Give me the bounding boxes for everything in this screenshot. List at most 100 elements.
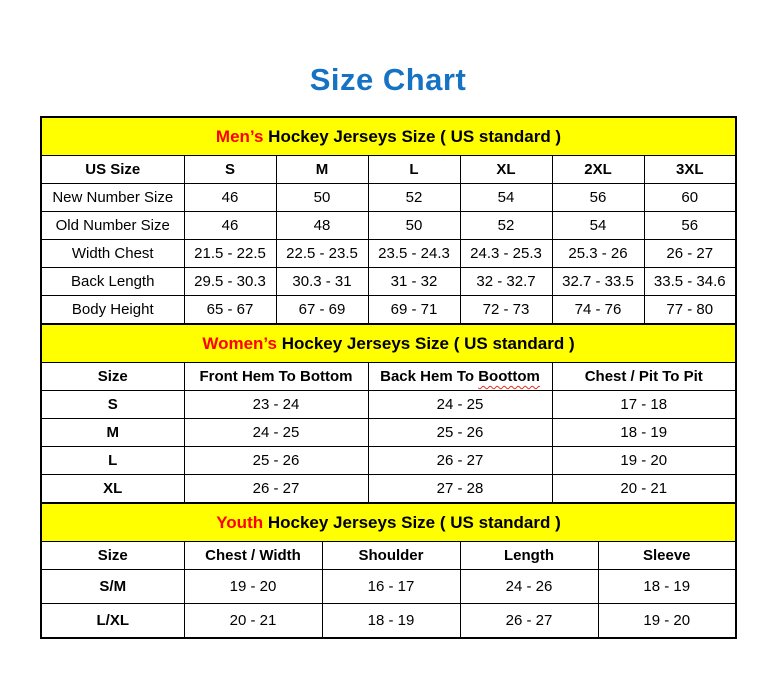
size-value: 19 - 20: [597, 603, 737, 639]
section-audience-label: Women’s: [202, 333, 277, 353]
womens-size-table: Women’s Hockey Jerseys Size ( US standar…: [40, 323, 737, 504]
table-row: XL 26 - 27 27 - 28 20 - 21: [40, 474, 737, 504]
column-header: US Size: [40, 155, 185, 184]
size-value: 65 - 67: [183, 295, 277, 325]
size-value: 67 - 69: [275, 295, 369, 325]
table-row: S/M 19 - 20 16 - 17 24 - 26 18 - 19: [40, 569, 737, 604]
size-value: 25 - 26: [367, 418, 553, 447]
size-value: 23 - 24: [183, 390, 369, 419]
column-header-row: Size Front Hem To Bottom Back Hem To Boott…: [40, 362, 737, 391]
column-header: Chest / Pit To Pit: [551, 362, 737, 391]
size-value: 20 - 21: [183, 603, 323, 639]
section-banner-row: Women’s Hockey Jerseys Size ( US standar…: [40, 323, 737, 363]
size-value: 46: [183, 211, 277, 240]
size-value: 24 - 25: [183, 418, 369, 447]
section-banner: Youth Hockey Jerseys Size ( US standard …: [40, 502, 737, 542]
row-label: M: [40, 418, 185, 447]
table-row: Width Chest 21.5 - 22.5 22.5 - 23.5 23.5 - …: [40, 239, 737, 268]
column-header: Sleeve: [597, 541, 737, 570]
row-label: Width Chest: [40, 239, 185, 268]
column-header-text: Back Hem To: [380, 368, 479, 385]
section-audience-label: Men’s: [215, 126, 264, 146]
column-header-row: Size Chest / Width Shoulder Length Sleeve: [40, 541, 737, 570]
table-row: S 23 - 24 24 - 25 17 - 18: [40, 390, 737, 419]
row-label: Old Number Size: [40, 211, 185, 240]
youth-size-table: Youth Hockey Jerseys Size ( US standard …: [40, 502, 737, 639]
size-chart-tables: Men’s Hockey Jerseys Size ( US standard …: [40, 116, 737, 639]
table-row: L/XL 20 - 21 18 - 19 26 - 27 19 - 20: [40, 603, 737, 639]
size-value: 29.5 - 30.3: [183, 267, 277, 296]
size-value: 25 - 26: [183, 446, 369, 475]
size-value: 74 - 76: [551, 295, 645, 325]
size-value: 50: [367, 211, 461, 240]
column-header: 2XL: [551, 155, 645, 184]
size-value: 16 - 17: [321, 569, 461, 604]
size-value: 25.3 - 26: [551, 239, 645, 268]
column-header: XL: [459, 155, 553, 184]
size-value: 21.5 - 22.5: [183, 239, 277, 268]
size-value: 52: [459, 211, 553, 240]
column-header: L: [367, 155, 461, 184]
row-label: Back Length: [40, 267, 185, 296]
size-value: 19 - 20: [551, 446, 737, 475]
size-value: 23.5 - 24.3: [367, 239, 461, 268]
column-header: M: [275, 155, 369, 184]
section-audience-label: Youth: [216, 512, 264, 532]
size-value: 33.5 - 34.6: [643, 267, 737, 296]
size-value: 32 - 32.7: [459, 267, 553, 296]
size-value: 54: [551, 211, 645, 240]
column-header: 3XL: [643, 155, 737, 184]
size-value: 32.7 - 33.5: [551, 267, 645, 296]
section-banner-row: Youth Hockey Jerseys Size ( US standard …: [40, 502, 737, 542]
size-value: 31 - 32: [367, 267, 461, 296]
size-value: 26 - 27: [367, 446, 553, 475]
size-value: 24.3 - 25.3: [459, 239, 553, 268]
row-label: S/M: [40, 569, 185, 604]
size-value: 24 - 25: [367, 390, 553, 419]
row-label: L/XL: [40, 603, 185, 639]
size-value: 17 - 18: [551, 390, 737, 419]
size-value: 48: [275, 211, 369, 240]
size-value: 56: [551, 183, 645, 212]
size-value: 20 - 21: [551, 474, 737, 504]
size-value: 69 - 71: [367, 295, 461, 325]
size-value: 19 - 20: [183, 569, 323, 604]
section-heading-text: Hockey Jerseys Size ( US standard ): [263, 512, 561, 532]
size-value: 22.5 - 23.5: [275, 239, 369, 268]
size-value: 60: [643, 183, 737, 212]
column-header: Length: [459, 541, 599, 570]
size-value: 26 - 27: [643, 239, 737, 268]
table-row: L 25 - 26 26 - 27 19 - 20: [40, 446, 737, 475]
size-value: 18 - 19: [551, 418, 737, 447]
size-value: 26 - 27: [459, 603, 599, 639]
size-value: 18 - 19: [597, 569, 737, 604]
table-row: New Number Size 46 50 52 54 56 60: [40, 183, 737, 212]
column-header: Size: [40, 541, 185, 570]
column-header: Shoulder: [321, 541, 461, 570]
misspelled-word: Boottom: [478, 368, 540, 385]
size-value: 54: [459, 183, 553, 212]
row-label: XL: [40, 474, 185, 504]
section-heading-text: Hockey Jerseys Size ( US standard ): [276, 333, 575, 353]
size-value: 18 - 19: [321, 603, 461, 639]
column-header-row: US Size S M L XL 2XL 3XL: [40, 155, 737, 184]
column-header: S: [183, 155, 277, 184]
table-row: Back Length 29.5 - 30.3 30.3 - 31 31 - 32 32…: [40, 267, 737, 296]
section-heading-text: Hockey Jerseys Size ( US standard ): [263, 126, 562, 146]
section-banner-row: Men’s Hockey Jerseys Size ( US standard …: [40, 116, 737, 156]
row-label: L: [40, 446, 185, 475]
size-value: 27 - 28: [367, 474, 553, 504]
size-value: 30.3 - 31: [275, 267, 369, 296]
size-value: 26 - 27: [183, 474, 369, 504]
size-value: 24 - 26: [459, 569, 599, 604]
size-value: 56: [643, 211, 737, 240]
mens-size-table: Men’s Hockey Jerseys Size ( US standard …: [40, 116, 737, 325]
section-banner: Men’s Hockey Jerseys Size ( US standard …: [40, 116, 737, 156]
table-row: Body Height 65 - 67 67 - 69 69 - 71 72 - 73 7…: [40, 295, 737, 325]
page-title: Size Chart: [309, 62, 467, 97]
table-row: Old Number Size 46 48 50 52 54 56: [40, 211, 737, 240]
column-header: Front Hem To Bottom: [183, 362, 369, 391]
row-label: Body Height: [40, 295, 185, 325]
column-header: Back Hem To Boottom: [367, 362, 553, 391]
